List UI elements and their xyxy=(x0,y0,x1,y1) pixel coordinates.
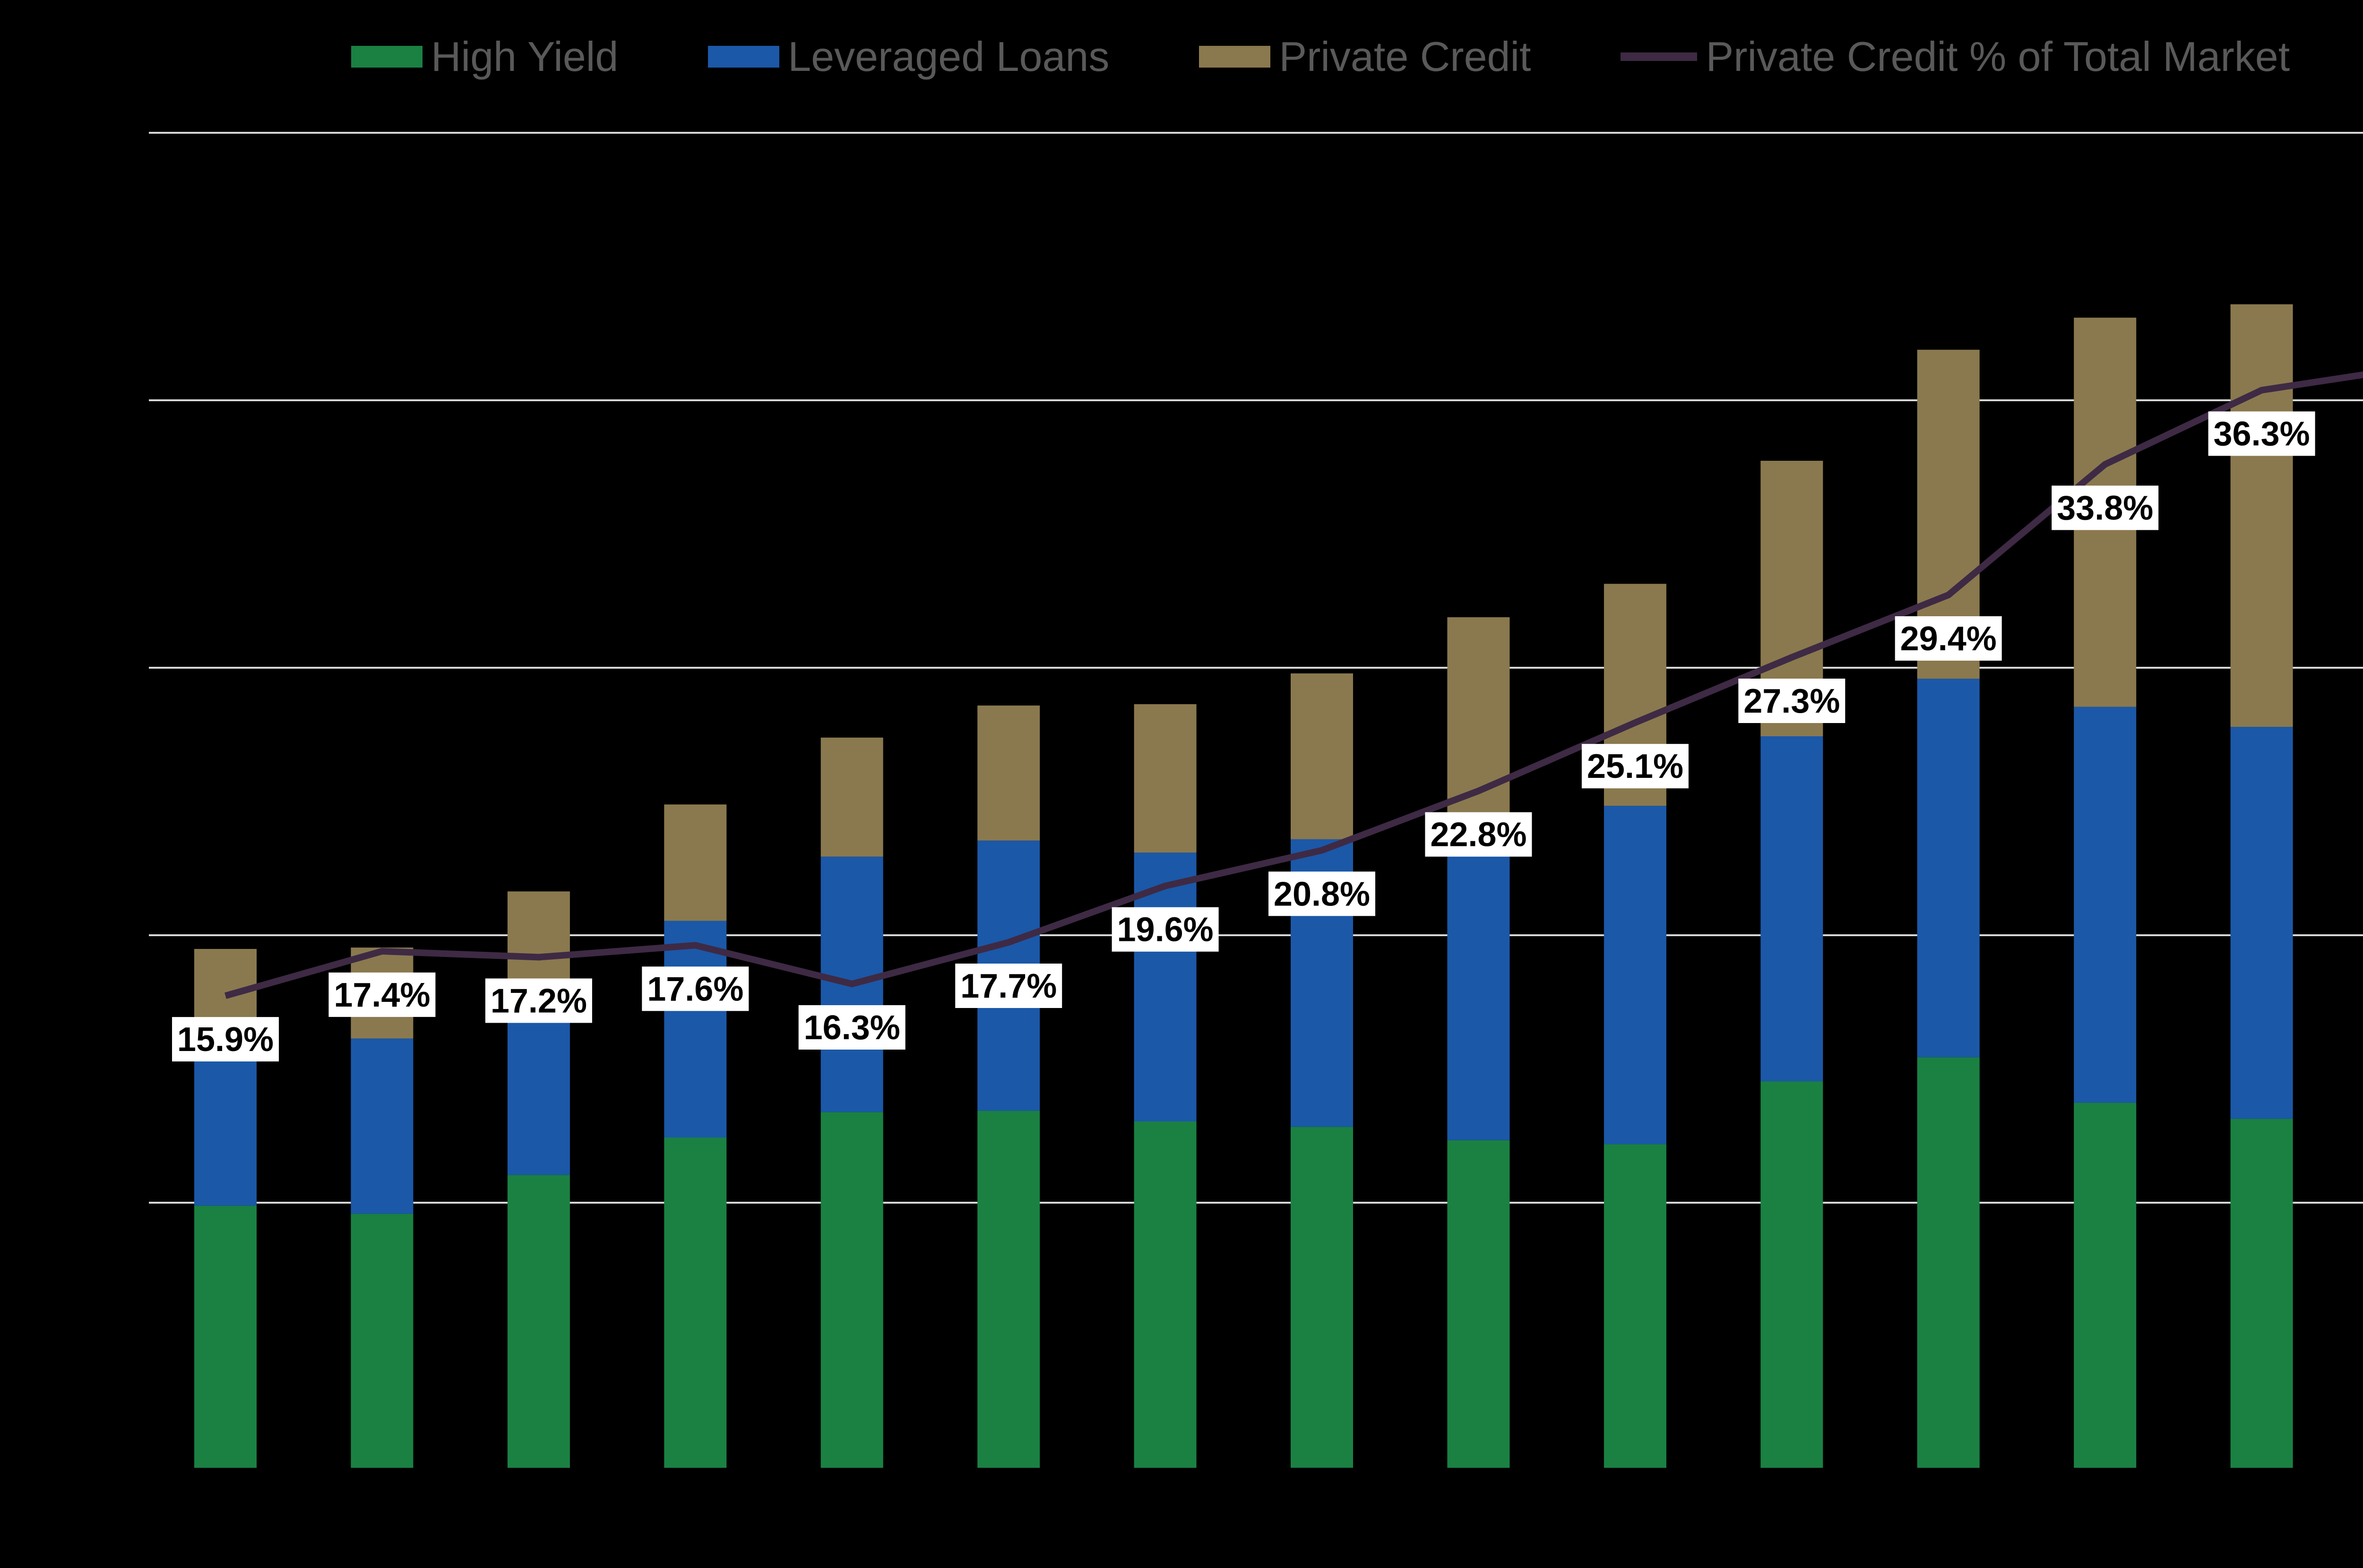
data-label: 20.8% xyxy=(1274,875,1370,913)
chart-legend: High Yield Leveraged Loans Private Credi… xyxy=(351,35,2290,78)
bar-segment-leveraged-loans xyxy=(1134,853,1197,1121)
data-label: 36.3% xyxy=(2214,415,2310,453)
bar-segment-high-yield xyxy=(1134,1121,1197,1468)
data-label-box xyxy=(642,966,749,1011)
data-label: 17.7% xyxy=(960,967,1057,1005)
data-label: 33.8% xyxy=(2057,490,2153,527)
data-label-box xyxy=(172,1017,279,1062)
data-label: 29.4% xyxy=(1900,620,1997,658)
bar-segment-private-credit xyxy=(820,737,883,857)
bar-segment-private-credit xyxy=(1134,704,1197,853)
bar-segment-high-yield xyxy=(1447,1140,1510,1468)
data-label: 27.3% xyxy=(1743,682,1840,720)
bar-segment-high-yield xyxy=(1291,1127,1353,1468)
bar-segment-leveraged-loans xyxy=(2074,706,2137,1103)
bar-segment-high-yield xyxy=(1760,1081,1823,1468)
data-label: 17.2% xyxy=(491,982,587,1020)
bar-segment-high-yield xyxy=(1604,1144,1666,1468)
legend-label-high-yield: High Yield xyxy=(431,33,619,80)
legend-item-high-yield: High Yield xyxy=(351,35,618,78)
data-label-box xyxy=(1895,616,2002,661)
legend-label-leveraged-loans: Leveraged Loans xyxy=(788,33,1110,80)
high-yield-swatch-icon xyxy=(351,46,423,68)
data-label: 16.3% xyxy=(804,1009,900,1047)
bar-segment-high-yield xyxy=(2230,1119,2293,1468)
bar-segment-private-credit xyxy=(664,804,727,921)
bar-segment-leveraged-loans xyxy=(2230,727,2293,1119)
data-label-box xyxy=(955,964,1062,1008)
data-label-box xyxy=(2208,411,2315,456)
legend-item-leveraged-loans: Leveraged Loans xyxy=(708,35,1109,78)
bar-segment-high-yield xyxy=(2074,1103,2137,1468)
legend-label-private-credit-pct: Private Credit % of Total Market xyxy=(1706,33,2290,80)
private-credit-swatch-icon xyxy=(1199,46,1271,68)
bar-segment-high-yield xyxy=(664,1137,727,1468)
data-label-box xyxy=(2052,485,2159,530)
data-label: 19.6% xyxy=(1117,911,1214,949)
data-label-box xyxy=(1738,679,1846,723)
bar-segment-private-credit xyxy=(2230,304,2293,727)
bar-segment-leveraged-loans xyxy=(1917,679,1980,1058)
bar-segment-private-credit xyxy=(977,705,1040,841)
legend-item-private-credit-pct: Private Credit % of Total Market xyxy=(1621,35,2290,78)
data-label-box xyxy=(328,972,436,1017)
data-label-box xyxy=(1112,907,1219,952)
data-label-box xyxy=(1268,871,1375,916)
bar-segment-high-yield xyxy=(194,1206,257,1468)
bar-segment-leveraged-loans xyxy=(1447,812,1510,1140)
bar-segment-private-credit xyxy=(507,891,570,991)
data-label: 22.8% xyxy=(1430,816,1526,854)
bar-segment-leveraged-loans xyxy=(1604,806,1666,1145)
bar-segment-leveraged-loans xyxy=(1760,736,1823,1082)
data-label-box xyxy=(1581,744,1689,789)
data-label: 17.6% xyxy=(647,970,743,1008)
bar-segment-high-yield xyxy=(977,1111,1040,1468)
legend-label-private-credit: Private Credit xyxy=(1279,33,1531,80)
leveraged-loans-swatch-icon xyxy=(708,46,780,68)
data-label-box xyxy=(798,1005,906,1050)
private-credit-pct-line-icon xyxy=(1621,52,1698,61)
bar-segment-high-yield xyxy=(1917,1057,1980,1468)
data-label: 25.1% xyxy=(1587,748,1683,785)
data-label-box xyxy=(485,978,592,1023)
data-label-box xyxy=(1425,812,1532,857)
bar-segment-private-credit xyxy=(1291,673,1353,839)
bar-segment-high-yield xyxy=(820,1112,883,1468)
bar-segment-leveraged-loans xyxy=(664,921,727,1137)
bar-segment-high-yield xyxy=(351,1214,414,1468)
legend-item-private-credit: Private Credit xyxy=(1199,35,1531,78)
bar-segment-high-yield xyxy=(507,1175,570,1468)
bar-segment-leveraged-loans xyxy=(351,1038,414,1214)
data-label: 15.9% xyxy=(177,1021,274,1059)
data-label: 17.4% xyxy=(334,976,430,1014)
